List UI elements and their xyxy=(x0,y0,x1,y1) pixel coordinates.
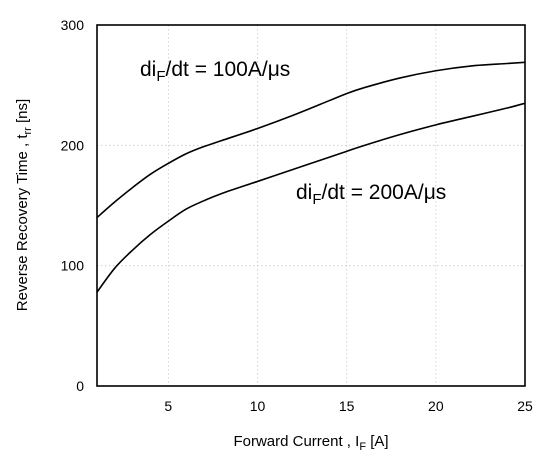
x-tick-label: 10 xyxy=(250,398,266,414)
x-tick-label: 15 xyxy=(339,398,355,414)
annotation-100: diF/dt = 100A/μs xyxy=(140,58,290,85)
y-tick-label: 300 xyxy=(61,17,85,33)
plot-frame xyxy=(96,24,526,387)
x-axis-title: Forward Current , IF [A] xyxy=(233,433,388,453)
x-tick-label: 25 xyxy=(517,398,533,414)
tick-labels: 5 10 15 20 25 0 100 200 300 xyxy=(61,17,533,414)
x-tick-label: 5 xyxy=(164,398,172,414)
y-tick-label: 0 xyxy=(76,378,84,394)
series-line-200 xyxy=(96,102,526,293)
x-tick-label: 20 xyxy=(428,398,444,414)
y-tick-label: 100 xyxy=(61,258,85,274)
annotation-200: diF/dt = 200A/μs xyxy=(296,181,446,208)
series-line-100 xyxy=(96,61,526,219)
y-axis-title: Reverse Recovery Time , trr [ns] xyxy=(14,99,34,311)
grid xyxy=(97,25,525,386)
y-tick-label: 200 xyxy=(61,137,85,153)
series-layer xyxy=(96,61,526,293)
